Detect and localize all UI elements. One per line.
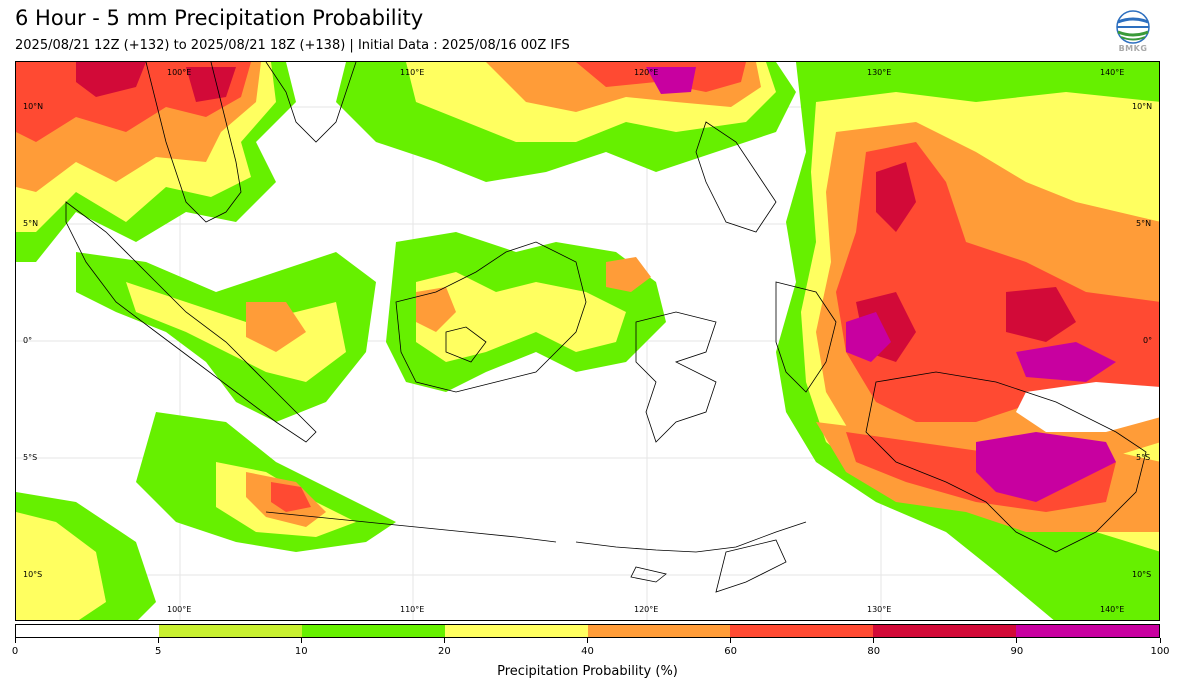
- colorbar-tick: [1016, 638, 1018, 643]
- colorbar-tick-label: 5: [154, 646, 162, 657]
- map-title: 6 Hour - 5 mm Precipitation Probability: [15, 6, 424, 30]
- colorbar-segment: [158, 625, 302, 637]
- precip-field-northwest: [16, 62, 296, 262]
- right-lat-label-10n: 10°N: [1132, 102, 1153, 111]
- colorbar-tick: [157, 638, 159, 643]
- colorbar-segment: [873, 625, 1017, 637]
- bottom-lon-label-100: 100°E: [167, 605, 192, 614]
- colorbar-segment: [730, 625, 874, 637]
- map-subtitle: 2025/08/21 12Z (+132) to 2025/08/21 18Z …: [15, 38, 570, 53]
- left-lat-label-5s: 5°S: [23, 453, 38, 462]
- left-lat-label-0: 0°: [23, 336, 33, 345]
- colorbar-tick-label: 40: [581, 646, 594, 657]
- left-lat-label-10n: 10°N: [23, 102, 44, 111]
- coastlines: [65, 62, 1147, 593]
- colorbar-title: Precipitation Probability (%): [497, 664, 678, 679]
- bottom-lon-label-120: 120°E: [634, 605, 659, 614]
- colorbar: [15, 624, 1160, 638]
- colorbar-tick-label: 100: [1150, 646, 1170, 657]
- top-lon-label-100: 100°E: [167, 68, 192, 77]
- colorbar-segment: [1016, 625, 1159, 637]
- right-lat-label-0: 0°: [1143, 336, 1153, 345]
- bmkg-logo-icon: [1116, 10, 1150, 44]
- colorbar-tick: [873, 638, 875, 643]
- colorbar-tick-label: 80: [867, 646, 881, 657]
- colorbar-tick-label: 10: [294, 646, 308, 657]
- map-canvas: [16, 62, 1159, 620]
- precip-field-north: [336, 62, 796, 182]
- right-lat-label-5n: 5°N: [1136, 219, 1152, 228]
- left-lat-label-5n: 5°N: [23, 219, 39, 228]
- bottom-lon-label-110: 110°E: [400, 605, 425, 614]
- precip-field-sumatra: [76, 252, 376, 422]
- colorbar-tick: [1159, 638, 1161, 643]
- colorbar-segment: [587, 625, 731, 637]
- top-lon-label-130: 130°E: [867, 68, 892, 77]
- colorbar-segment: [301, 625, 445, 637]
- colorbar-tick-label: 90: [1010, 646, 1024, 657]
- colorbar-tick: [587, 638, 588, 643]
- colorbar-segment: [16, 625, 159, 637]
- colorbar-tick-label: 0: [11, 646, 19, 657]
- right-lat-label-10s: 10°S: [1132, 570, 1152, 579]
- colorbar-tick: [730, 638, 732, 643]
- precipitation-map: 100°E 110°E 120°E 130°E 140°E 100°E 110°…: [15, 61, 1160, 621]
- top-lon-label-120: 120°E: [634, 68, 659, 77]
- colorbar-tick-label: 20: [438, 646, 451, 657]
- precip-field-east: [776, 62, 1159, 620]
- top-lon-label-140: 140°E: [1100, 68, 1125, 77]
- colorbar-tick: [14, 638, 16, 643]
- top-lon-label-110: 110°E: [400, 68, 425, 77]
- precip-field-southwest: [16, 412, 396, 620]
- clear-zone: [1016, 382, 1159, 432]
- left-lat-label-10s: 10°S: [23, 570, 43, 579]
- logo-text: BMKG: [1118, 44, 1148, 53]
- colorbar-segment: [444, 625, 588, 637]
- right-lat-label-5s: 5°S: [1136, 453, 1151, 462]
- colorbar-tick-label: 60: [724, 646, 737, 657]
- colorbar-tick: [300, 638, 302, 643]
- bottom-lon-label-130: 130°E: [867, 605, 892, 614]
- precip-field-central: [386, 232, 666, 392]
- colorbar-tick: [443, 638, 445, 643]
- bottom-lon-label-140: 140°E: [1100, 605, 1125, 614]
